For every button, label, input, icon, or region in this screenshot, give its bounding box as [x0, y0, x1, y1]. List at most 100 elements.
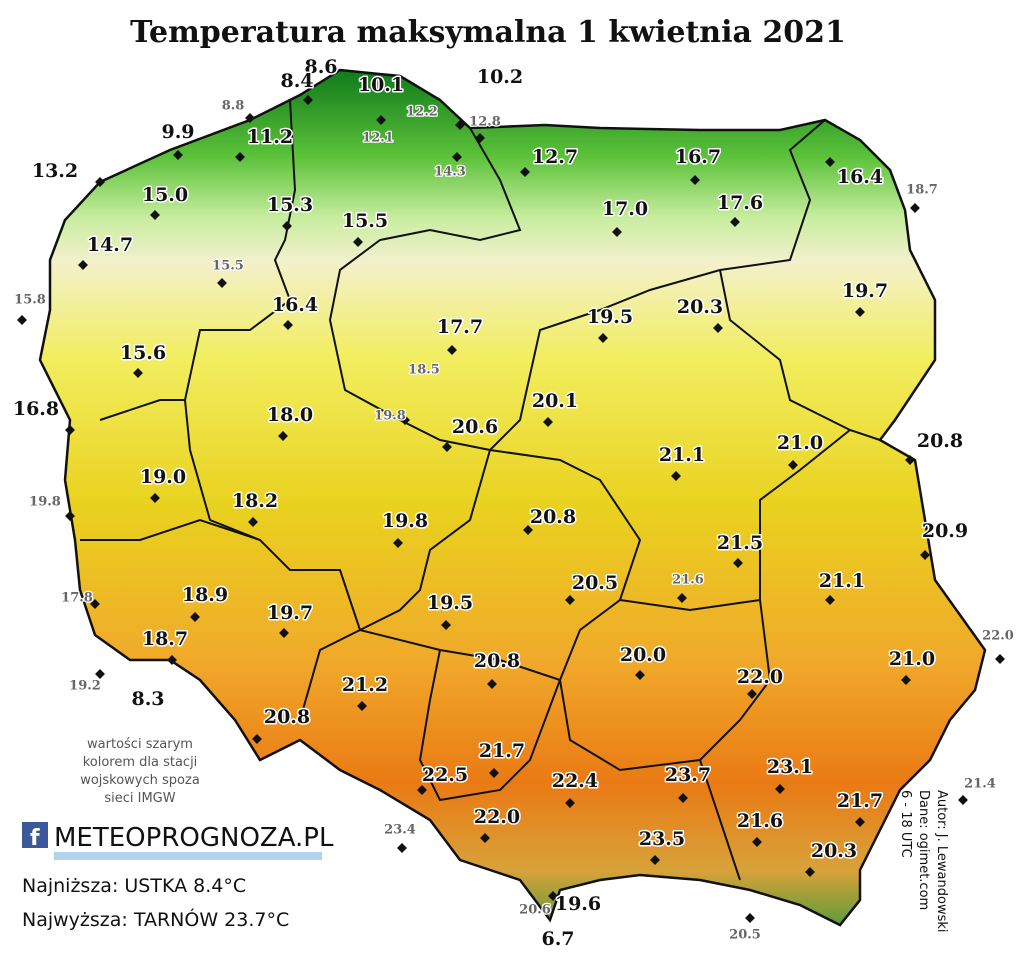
station-dot: [920, 550, 930, 560]
station-label: 21.6: [737, 810, 783, 832]
station-label-military: 12.8: [469, 115, 501, 130]
station-label: 21.7: [837, 790, 883, 812]
station-label: 20.1: [532, 390, 578, 412]
station-dot: [855, 817, 865, 827]
station-label-military: 20.5: [729, 928, 761, 943]
station-label: 21.7: [479, 740, 525, 762]
station-dot: [150, 493, 160, 503]
station-label: 23.1: [767, 756, 813, 778]
station-label: 16.4: [837, 166, 883, 188]
station-label: 20.3: [677, 296, 723, 318]
station-label-military: 12.1: [362, 131, 394, 146]
station-dot: [480, 833, 490, 843]
station-label: 18.2: [232, 490, 278, 512]
station-dot: [245, 113, 255, 123]
station-dot: [133, 368, 143, 378]
station-dot: [788, 460, 798, 470]
station-label-military: 12.2: [406, 105, 438, 120]
station-dot: [612, 227, 622, 237]
station-dot: [713, 323, 723, 333]
station-dot: [235, 152, 245, 162]
station-dot: [397, 843, 407, 853]
station-label: 19.7: [267, 602, 313, 624]
station-label: 6.7: [541, 928, 574, 950]
station-label: 20.8: [264, 706, 310, 728]
station-dot: [95, 177, 105, 187]
station-label: 16.4: [272, 294, 318, 316]
station-dot: [353, 237, 363, 247]
station-label-military: 15.8: [14, 293, 46, 308]
station-dot: [548, 891, 558, 901]
station-label: 20.8: [917, 430, 963, 452]
station-dot: [393, 538, 403, 548]
station-label: 19.5: [427, 592, 473, 614]
station-label: 19.0: [140, 466, 186, 488]
station-dot: [995, 654, 1005, 664]
logo: f METEOPROGNOZA.PL: [22, 822, 334, 860]
credit-line: Autor: J. Lewandowski: [934, 790, 949, 933]
station-label: 18.7: [142, 628, 188, 650]
station-dot: [730, 217, 740, 227]
station-label: 20.8: [530, 506, 576, 528]
station-label: 19.7: [842, 280, 888, 302]
station-label: 16.7: [675, 146, 721, 168]
station-dot: [17, 315, 27, 325]
station-label: 14.7: [87, 234, 133, 256]
station-dot: [441, 620, 451, 630]
station-dot: [678, 793, 688, 803]
note-line: wojskowych spoza: [80, 773, 200, 788]
station-dot: [650, 855, 660, 865]
station-label: 21.2: [342, 674, 388, 696]
station-dot: [90, 599, 100, 609]
stations: 8.68.4 10.1 10.2 8.8 12.2 12.1 12.8 9.9 11.2 14.3…: [11, 55, 1015, 952]
station-dot: [825, 157, 835, 167]
legend-note: wartości szarym kolorem dla stacji wojskow…: [80, 737, 200, 806]
station-label: 15.6: [120, 342, 166, 364]
station-label: 19.6: [555, 893, 601, 915]
logo-icon: [22, 822, 48, 848]
station-dot: [747, 689, 757, 699]
station-label: 22.4: [552, 770, 598, 792]
station-dot: [543, 417, 553, 427]
station-label: 17.7: [437, 316, 483, 338]
country-shape: [38, 68, 987, 927]
station-label-military: 17.8: [61, 591, 93, 606]
station-label-military: 21.4: [964, 777, 996, 792]
station-label-military: 23.4: [384, 823, 416, 838]
station-dot: [565, 798, 575, 808]
station-label: 11.2: [247, 126, 293, 148]
station-label: 22.0: [737, 666, 783, 688]
station-dot: [635, 670, 645, 680]
logo-icon-letter: f: [30, 826, 40, 851]
station-dot: [217, 278, 227, 288]
station-label: 23.7: [665, 764, 711, 786]
station-label: 10.2: [477, 66, 523, 88]
logo-strip: [54, 852, 322, 860]
station-label-military: 8.8: [222, 99, 245, 114]
lowest-note: Najniższa: USTKA 8.4°C: [22, 875, 246, 897]
station-dot: [690, 175, 700, 185]
station-dot: [910, 203, 920, 213]
station-label: 21.0: [889, 648, 935, 670]
station-label-military: 21.6: [672, 573, 704, 588]
station-dot: [855, 307, 865, 317]
station-label: 19.8: [382, 510, 428, 532]
station-label-military: 18.7: [906, 183, 938, 198]
station-label: 19.5: [587, 306, 633, 328]
station-label: 21.1: [819, 570, 865, 592]
station-label: 15.3: [267, 194, 313, 216]
note-line: wartości szarym: [87, 737, 193, 752]
station-dot: [150, 210, 160, 220]
station-dot: [279, 628, 289, 638]
station-label: 8.3: [131, 688, 164, 710]
station-dot: [745, 913, 755, 923]
station-label-military: 19.8: [374, 409, 406, 424]
station-label: 20.9: [922, 520, 968, 542]
station-dot: [167, 655, 177, 665]
station-label: 9.9: [161, 121, 194, 143]
station-label-military: 15.5: [212, 259, 244, 274]
station-dot: [805, 867, 815, 877]
station-dot: [282, 221, 292, 231]
station-dot: [825, 595, 835, 605]
station-label: 8.4: [280, 70, 313, 92]
